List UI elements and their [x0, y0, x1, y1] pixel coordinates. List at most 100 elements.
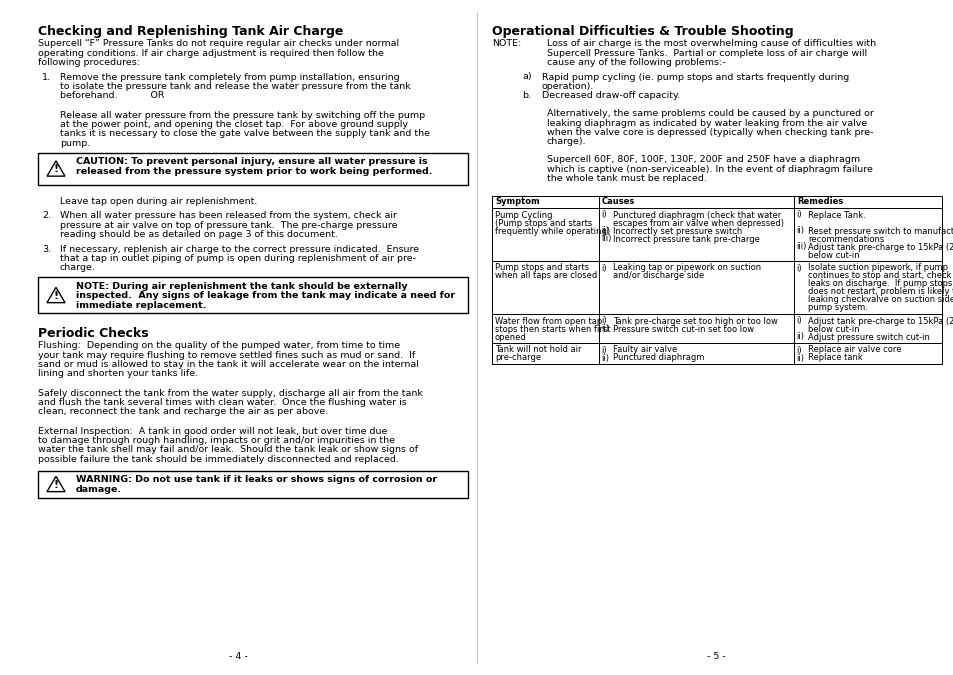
- Bar: [492, 342, 941, 364]
- Text: 3.: 3.: [42, 244, 51, 254]
- Text: pump.: pump.: [60, 139, 91, 148]
- Text: Remedies: Remedies: [796, 198, 842, 207]
- Text: NOTE:: NOTE:: [492, 39, 520, 48]
- Polygon shape: [47, 161, 65, 176]
- Text: i): i): [795, 211, 801, 219]
- Text: that a tap in outlet piping of pump is open during replenishment of air pre-: that a tap in outlet piping of pump is o…: [60, 254, 416, 263]
- Text: Supercell 60F, 80F, 100F, 130F, 200F and 250F have a diaphragm: Supercell 60F, 80F, 100F, 130F, 200F and…: [546, 155, 860, 164]
- Text: ii): ii): [600, 227, 608, 236]
- Text: Alternatively, the same problems could be caused by a punctured or: Alternatively, the same problems could b…: [546, 109, 873, 118]
- Text: Tank pre-charge set too high or too low: Tank pre-charge set too high or too low: [613, 317, 777, 325]
- Text: Replace tank: Replace tank: [807, 354, 862, 362]
- Text: Causes: Causes: [601, 198, 635, 207]
- Text: reading should be as detailed on page 3 of this document.: reading should be as detailed on page 3 …: [60, 230, 337, 239]
- Text: recommendations: recommendations: [807, 234, 883, 244]
- Text: Adjust pressure switch cut-in: Adjust pressure switch cut-in: [807, 333, 929, 342]
- Text: Faulty air valve: Faulty air valve: [613, 346, 677, 354]
- Text: below cut-in: below cut-in: [807, 325, 859, 333]
- Text: Adjust tank pre-charge to 15kPa (2psi): Adjust tank pre-charge to 15kPa (2psi): [807, 317, 953, 325]
- Text: Pressure switch cut-in set too low: Pressure switch cut-in set too low: [613, 325, 753, 333]
- Text: and flush the tank several times with clean water.  Once the flushing water is: and flush the tank several times with cl…: [38, 398, 406, 407]
- Bar: [492, 313, 941, 342]
- Text: the whole tank must be replaced.: the whole tank must be replaced.: [546, 174, 706, 183]
- Text: leaks on discharge.  If pump stops and: leaks on discharge. If pump stops and: [807, 279, 953, 288]
- Text: (Pump stops and starts: (Pump stops and starts: [495, 219, 592, 227]
- Text: opened: opened: [495, 333, 526, 342]
- Text: External Inspection:  A tank in good order will not leak, but over time due: External Inspection: A tank in good orde…: [38, 427, 387, 435]
- Text: !: !: [53, 165, 58, 175]
- Text: Remove the pressure tank completely from pump installation, ensuring: Remove the pressure tank completely from…: [60, 72, 399, 82]
- Text: - 4 -: - 4 -: [229, 652, 247, 661]
- Text: charge.: charge.: [60, 263, 95, 273]
- Text: pressure at air valve on top of pressure tank.  The pre-charge pressure: pressure at air valve on top of pressure…: [60, 221, 397, 230]
- Text: Replace Tank.: Replace Tank.: [807, 211, 864, 219]
- Text: when the valve core is depressed (typically when checking tank pre-: when the valve core is depressed (typica…: [546, 128, 873, 137]
- Text: frequently while operating): frequently while operating): [495, 227, 610, 236]
- Text: pump system.: pump system.: [807, 304, 867, 313]
- Text: i): i): [600, 317, 606, 325]
- Text: Decreased draw-off capacity.: Decreased draw-off capacity.: [541, 92, 679, 101]
- Text: stops then starts when first: stops then starts when first: [495, 325, 610, 333]
- Text: lining and shorten your tanks life.: lining and shorten your tanks life.: [38, 369, 198, 379]
- Text: and/or discharge side: and/or discharge side: [613, 271, 703, 281]
- Text: inspected.  Any signs of leakage from the tank may indicate a need for: inspected. Any signs of leakage from the…: [76, 292, 455, 300]
- Text: - 5 -: - 5 -: [706, 652, 724, 661]
- Text: below cut-in: below cut-in: [807, 250, 859, 259]
- Text: i): i): [600, 211, 606, 219]
- Text: Release all water pressure from the pressure tank by switching off the pump: Release all water pressure from the pres…: [60, 111, 425, 119]
- Text: b.: b.: [521, 92, 531, 101]
- Text: Isolate suction pipework, if pump: Isolate suction pipework, if pump: [807, 263, 947, 273]
- Text: Supercell Pressure Tanks.  Partial or complete loss of air charge will: Supercell Pressure Tanks. Partial or com…: [546, 49, 866, 57]
- Polygon shape: [47, 288, 65, 302]
- Text: sand or mud is allowed to stay in the tank it will accelerate wear on the intern: sand or mud is allowed to stay in the ta…: [38, 360, 418, 369]
- Text: operation).: operation).: [541, 82, 594, 91]
- Text: Safely disconnect the tank from the water supply, discharge all air from the tan: Safely disconnect the tank from the wate…: [38, 389, 422, 398]
- Text: charge).: charge).: [546, 138, 586, 146]
- Text: 2.: 2.: [42, 211, 51, 220]
- Text: ii): ii): [795, 354, 803, 362]
- Text: i): i): [795, 263, 801, 273]
- Text: ii): ii): [795, 333, 803, 342]
- Text: Leave tap open during air replenishment.: Leave tap open during air replenishment.: [60, 196, 257, 205]
- Text: Pump Cycling: Pump Cycling: [495, 211, 552, 219]
- Text: when all taps are closed: when all taps are closed: [495, 271, 597, 281]
- Text: to isolate the pressure tank and release the water pressure from the tank: to isolate the pressure tank and release…: [60, 82, 411, 91]
- Text: WARNING: Do not use tank if it leaks or shows signs of corrosion or: WARNING: Do not use tank if it leaks or …: [76, 475, 436, 485]
- Text: does not restart, problem is likely to be: does not restart, problem is likely to b…: [807, 288, 953, 296]
- Text: leaking checkvalve on suction side of: leaking checkvalve on suction side of: [807, 296, 953, 304]
- Bar: [38, 153, 468, 184]
- Text: Punctured diaphragm: Punctured diaphragm: [613, 354, 703, 362]
- Text: Symptom: Symptom: [495, 198, 539, 207]
- Text: Periodic Checks: Periodic Checks: [38, 327, 149, 340]
- Text: a): a): [521, 72, 531, 82]
- Text: Incorrect pressure tank pre-charge: Incorrect pressure tank pre-charge: [613, 234, 760, 244]
- Text: If necessary, replenish air charge to the correct pressure indicated.  Ensure: If necessary, replenish air charge to th…: [60, 244, 418, 254]
- Text: immediate replacement.: immediate replacement.: [76, 300, 206, 310]
- Text: ii): ii): [600, 354, 608, 362]
- Text: cause any of the following problems:-: cause any of the following problems:-: [546, 58, 725, 67]
- Text: Replace air valve core: Replace air valve core: [807, 346, 901, 354]
- Text: pre-charge: pre-charge: [495, 354, 540, 362]
- Text: 1.: 1.: [42, 72, 51, 82]
- Text: released from the pressure system prior to work being performed.: released from the pressure system prior …: [76, 167, 432, 176]
- Text: water the tank shell may fail and/or leak.  Should the tank leak or show signs o: water the tank shell may fail and/or lea…: [38, 446, 417, 454]
- Text: Water flow from open tap: Water flow from open tap: [495, 317, 601, 325]
- Text: Rapid pump cycling (ie. pump stops and starts frequently during: Rapid pump cycling (ie. pump stops and s…: [541, 72, 848, 82]
- Text: continues to stop and start, check for: continues to stop and start, check for: [807, 271, 953, 281]
- Text: Incorrectly set pressure switch: Incorrectly set pressure switch: [613, 227, 741, 236]
- Bar: [38, 470, 468, 497]
- Text: possible failure the tank should be immediately disconnected and replaced.: possible failure the tank should be imme…: [38, 455, 398, 464]
- Text: at the power point, and opening the closet tap.  For above ground supply: at the power point, and opening the clos…: [60, 120, 408, 129]
- Bar: [492, 196, 941, 207]
- Text: i): i): [795, 346, 801, 354]
- Text: Pump stops and starts: Pump stops and starts: [495, 263, 588, 273]
- Text: !: !: [53, 291, 58, 301]
- Bar: [38, 277, 468, 313]
- Bar: [492, 207, 941, 261]
- Text: clean, reconnect the tank and recharge the air as per above.: clean, reconnect the tank and recharge t…: [38, 408, 328, 416]
- Text: to damage through rough handling, impacts or grit and/or impurities in the: to damage through rough handling, impact…: [38, 436, 395, 445]
- Text: which is captive (non-serviceable). In the event of diaphragm failure: which is captive (non-serviceable). In t…: [546, 165, 872, 173]
- Text: !: !: [53, 480, 58, 490]
- Text: beforehand.           OR: beforehand. OR: [60, 92, 164, 101]
- Text: escapes from air valve when depressed): escapes from air valve when depressed): [613, 219, 783, 227]
